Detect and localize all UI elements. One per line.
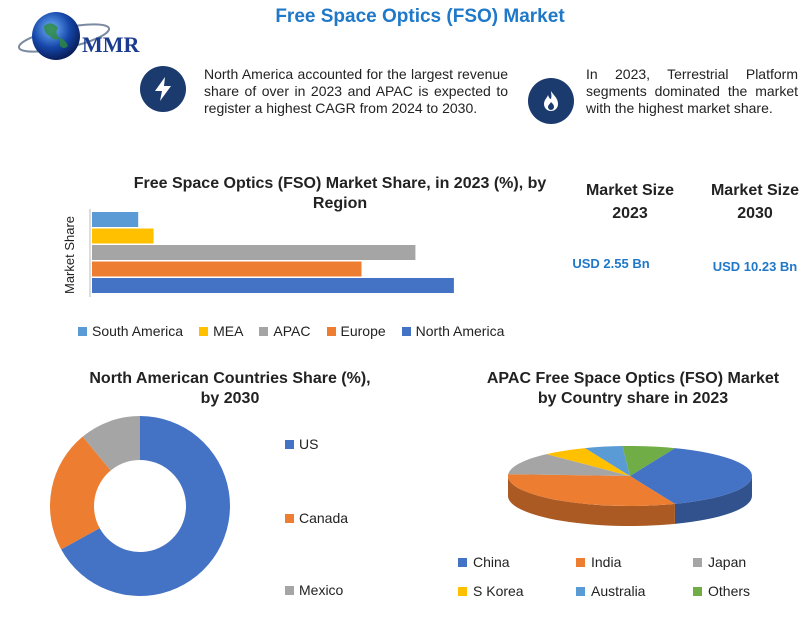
apac-pie-chart [508,446,753,526]
globe-icon: MMR [17,12,141,60]
north-america-donut-chart [50,416,230,596]
legend-label: S Korea [473,583,524,599]
bar-south-america [92,212,139,227]
legend-item-s-korea: S Korea [458,583,524,599]
pie-slice-others [622,446,675,476]
info-text-platform: In 2023, Terrestrial Platform segments d… [586,66,798,116]
legend-swatch [458,586,467,596]
bar-apac [92,245,416,260]
donut-slice-mexico [82,416,140,471]
donut-slice-us [61,416,230,596]
pie-slice-australia [585,446,630,476]
legend-label: North America [415,323,505,339]
market-size-2023-label: Market Size 2023 [585,182,675,222]
flame-icon [528,78,574,124]
pie-slice-india [508,474,675,506]
legend-swatch [401,326,411,336]
legend-swatch [285,585,294,595]
legend-label: Canada [299,510,349,526]
legend-item-india: India [576,554,621,570]
legend-item-japan: Japan [693,554,746,570]
bar-y-axis-label: Market Share [62,216,77,294]
legend-label: Japan [708,554,747,570]
legend-item-mexico: Mexico [285,582,343,598]
legend-swatch [259,326,269,336]
bar-mea [92,228,154,244]
legend-item-north-america: North America [401,323,505,339]
legend-label: US [299,436,319,452]
legend-item-mea: MEA [199,323,243,339]
legend-label: India [591,554,622,570]
legend-swatch [693,586,702,596]
market-size-2030-value: USD 10.23 Bn [712,259,798,274]
market-size-2030-label: Market Size 2030 [710,182,800,222]
pie-slice-s-korea [546,448,630,476]
pie-side-india [508,476,675,526]
legend-item-australia: Australia [576,583,645,599]
donut-legend: US Canada Mexico [285,430,405,610]
info-text-region: North America accounted for the largest … [204,66,508,116]
legend-item-apac: APAC [259,323,311,339]
legend-swatch [576,557,585,567]
legend-label: South America [92,323,184,339]
logo-text: MMR [82,32,141,57]
legend-label: Others [708,583,751,599]
legend-swatch [326,326,336,336]
legend-item-others: Others [693,583,750,599]
bar-chart-title: Free Space Optics (FSO) Market Share, in… [133,175,547,212]
pie-legend: China India Japan S Korea Australia Others [458,550,798,610]
mmr-logo: MMR [14,8,164,68]
legend-swatch [285,439,294,449]
pie-chart-title: APAC Free Space Optics (FSO) Market by C… [486,370,780,407]
legend-item-canada: Canada [285,510,348,526]
legend-label: Europe [340,323,386,339]
legend-swatch [458,557,467,567]
legend-swatch [693,557,702,567]
market-size-2023-value: USD 2.55 Bn [572,256,650,271]
legend-swatch [285,513,294,523]
donut-chart-title: North American Countries Share (%), by 2… [89,370,371,407]
legend-swatch [78,326,87,336]
legend-item-europe: Europe [326,323,386,339]
legend-label: Australia [591,583,646,599]
bar-north-america [92,278,454,293]
legend-label: MEA [213,323,244,339]
page-title: Free Space Optics (FSO) Market [275,6,565,27]
bar-europe [92,261,362,277]
legend-swatch [576,586,585,596]
legend-item-south-america: South America [78,323,183,339]
donut-slice-canada [50,436,111,550]
lightning-icon [140,66,186,112]
pie-side-china [674,476,752,524]
legend-label: Mexico [299,582,344,598]
legend-item-china: China [458,554,510,570]
region-bar-chart: Market Share [62,209,454,297]
legend-item-us: US [285,436,318,452]
pie-slice-japan [508,454,630,476]
legend-label: China [473,554,510,570]
legend-label: APAC [273,323,311,339]
bar-legend: South America MEA APAC Europe North America [78,323,508,339]
legend-swatch [199,326,209,336]
